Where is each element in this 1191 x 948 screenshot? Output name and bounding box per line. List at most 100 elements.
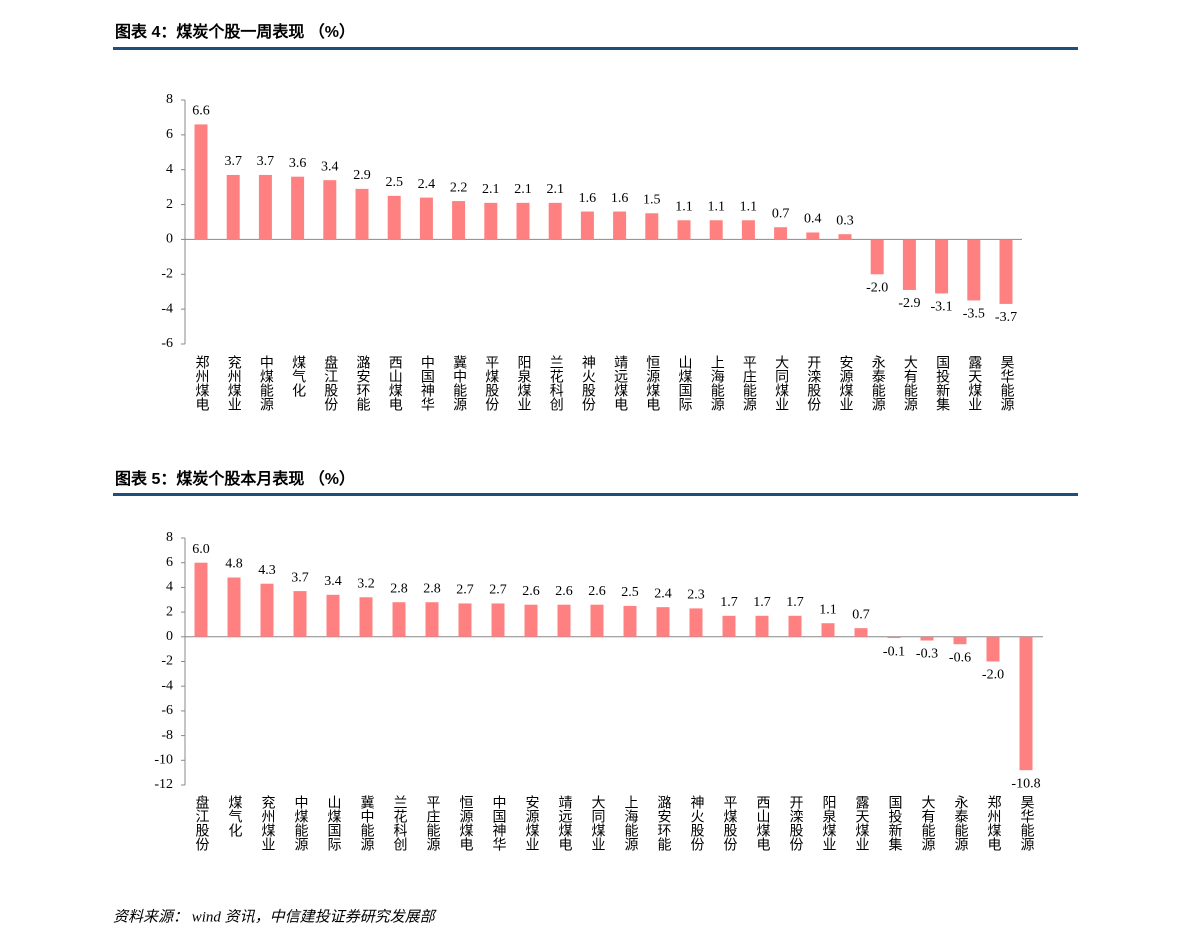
value-label: 3.4 (324, 574, 342, 589)
value-label: 0.4 (804, 212, 822, 227)
bar (741, 220, 755, 240)
x-tick-label: 兖州煤业 (226, 355, 242, 411)
bar (258, 174, 272, 240)
y-tick-label: -6 (161, 703, 173, 718)
x-tick-label: 煤气化 (227, 795, 243, 838)
x-tick-label: 靖远煤电 (612, 355, 628, 411)
x-tick-label: 冀中能源 (359, 795, 375, 851)
value-label: 6.6 (192, 104, 210, 119)
value-label: 1.7 (753, 595, 771, 610)
bar (323, 180, 337, 240)
bar (392, 602, 406, 637)
x-tick-label: 开滦股份 (788, 795, 804, 852)
bar (291, 176, 305, 240)
bar (623, 605, 637, 637)
value-label: 1.7 (786, 595, 804, 610)
x-tick-label: 潞安环能 (656, 795, 672, 852)
x-tick-label: 平煤股份 (483, 355, 499, 412)
value-label: -2.9 (898, 296, 920, 311)
value-label: 4.8 (225, 557, 243, 572)
bar (260, 583, 274, 637)
bar (194, 562, 208, 637)
x-tick-label: 安源煤业 (524, 795, 540, 851)
value-label: 1.1 (819, 602, 837, 617)
bar (326, 594, 340, 637)
y-tick-label: -10 (154, 753, 173, 768)
bar (689, 608, 703, 637)
value-label: 2.5 (385, 175, 403, 190)
value-label: -0.6 (949, 650, 971, 665)
bar (491, 603, 505, 637)
value-label: 2.9 (353, 168, 371, 183)
bar (227, 577, 241, 637)
bar (788, 615, 802, 637)
value-label: 2.3 (687, 588, 705, 603)
y-tick-label: 2 (166, 197, 173, 212)
value-label: -10.8 (1011, 776, 1040, 791)
value-label: 0.7 (772, 206, 790, 221)
bar (854, 628, 868, 637)
x-tick-label: 中煤能源 (258, 355, 274, 411)
x-tick-label: 安源煤业 (838, 355, 854, 411)
bar (870, 239, 884, 275)
x-tick-label: 潞安环能 (355, 355, 371, 412)
bar (590, 604, 604, 637)
y-tick-label: 6 (166, 555, 173, 570)
x-tick-label: 国投新集 (887, 795, 903, 851)
bar (722, 615, 736, 637)
x-tick-label: 大同煤业 (773, 355, 789, 411)
value-label: 3.7 (257, 154, 275, 169)
bar (355, 188, 369, 240)
value-label: 3.2 (357, 576, 375, 591)
x-tick-label: 郑州煤电 (986, 795, 1002, 851)
y-tick-label: 0 (166, 629, 173, 644)
source-note: 资料来源： wind 资讯，中信建投证券研究发展部 (113, 908, 438, 925)
value-label: 2.6 (522, 584, 540, 599)
value-label: 2.8 (390, 581, 408, 596)
y-tick-label: 0 (166, 232, 173, 247)
y-tick-label: -4 (161, 301, 173, 316)
x-tick-label: 兖州煤业 (260, 795, 276, 851)
bar (902, 239, 916, 290)
y-tick-label: 4 (166, 580, 173, 595)
value-label: 2.8 (423, 581, 441, 596)
bar (293, 591, 307, 637)
bar (645, 213, 659, 240)
bar (516, 202, 530, 240)
x-tick-label: 开滦股份 (805, 355, 821, 412)
x-tick-label: 平庄能源 (741, 355, 757, 411)
y-tick-label: -2 (161, 267, 173, 282)
value-label: -2.0 (982, 668, 1004, 683)
value-label: 1.1 (740, 199, 758, 214)
value-label: -2.0 (866, 281, 888, 296)
value-label: 2.2 (450, 180, 468, 195)
x-tick-label: 郑州煤电 (194, 355, 210, 411)
x-tick-label: 盘江股份 (194, 794, 210, 852)
x-tick-label: 上海能源 (709, 355, 725, 411)
value-label: 2.7 (456, 583, 474, 598)
value-label: 3.7 (291, 570, 309, 585)
x-tick-label: 大有能源 (902, 355, 918, 411)
x-tick-label: 露天煤业 (854, 795, 870, 851)
bar (548, 202, 562, 240)
bar (709, 220, 723, 240)
bar (194, 124, 208, 240)
value-label: 2.5 (621, 585, 639, 600)
x-tick-label: 盘江股份 (322, 354, 338, 412)
value-label: 2.1 (546, 182, 564, 197)
x-tick-label: 山煤国际 (326, 795, 342, 852)
x-tick-label: 大有能源 (920, 795, 936, 851)
bar (458, 603, 472, 637)
x-tick-label: 冀中能源 (451, 355, 467, 411)
y-tick-label: -6 (161, 336, 173, 351)
x-tick-label: 中国神华 (491, 795, 507, 851)
y-tick-label: 8 (166, 92, 173, 107)
value-label: 3.6 (289, 156, 307, 171)
value-label: 1.5 (643, 193, 661, 208)
bar (557, 604, 571, 637)
x-tick-label: 兰花科创 (548, 355, 564, 411)
bar (887, 636, 901, 639)
bar (986, 636, 1000, 662)
x-tick-label: 恒源煤电 (644, 355, 660, 411)
